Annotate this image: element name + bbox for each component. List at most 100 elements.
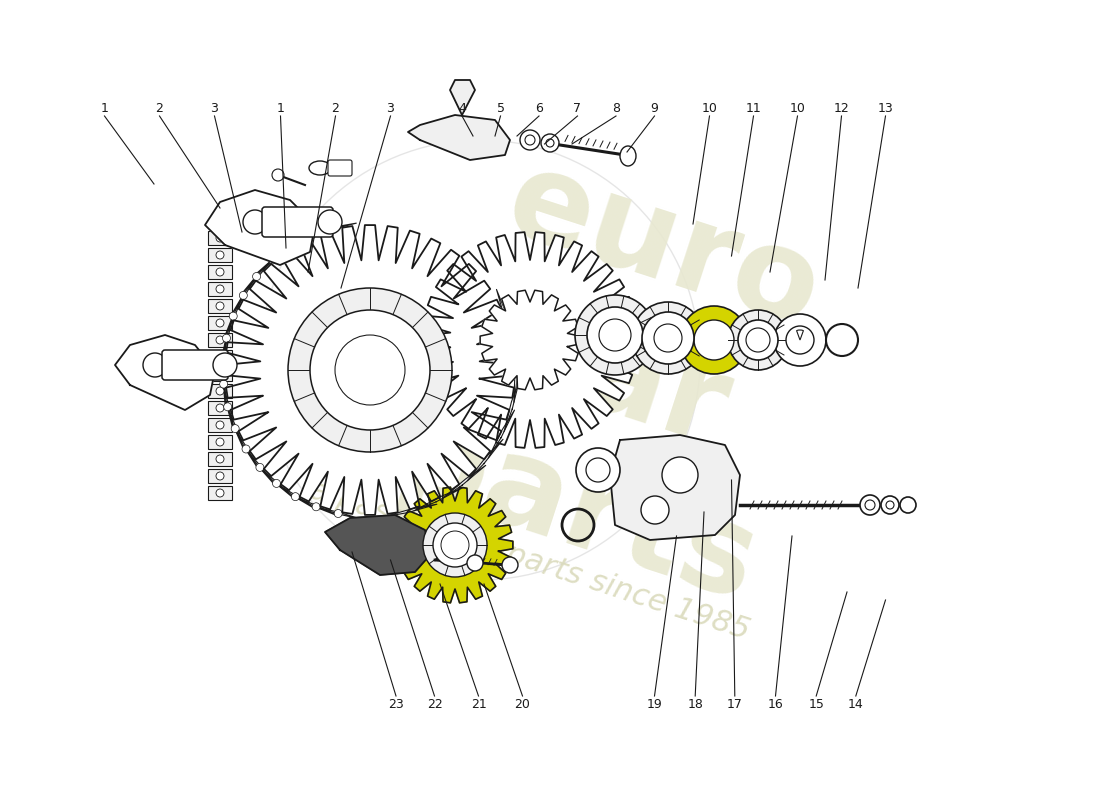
Circle shape (220, 380, 228, 388)
Circle shape (520, 130, 540, 150)
FancyBboxPatch shape (262, 207, 333, 237)
Text: a passion for parts since 1985: a passion for parts since 1985 (306, 475, 754, 645)
Circle shape (216, 251, 224, 259)
Ellipse shape (620, 146, 636, 166)
Circle shape (694, 320, 734, 360)
Polygon shape (514, 348, 518, 402)
Polygon shape (468, 439, 503, 481)
Text: 19: 19 (647, 698, 662, 710)
Circle shape (641, 496, 669, 524)
Circle shape (654, 324, 682, 352)
Text: 12: 12 (834, 102, 849, 114)
Circle shape (881, 496, 899, 514)
Polygon shape (397, 487, 513, 603)
Bar (208, 384, 232, 398)
Circle shape (222, 334, 231, 342)
Text: 21: 21 (471, 698, 486, 710)
Polygon shape (496, 290, 515, 341)
Circle shape (786, 326, 814, 354)
Circle shape (216, 353, 224, 361)
Circle shape (468, 555, 483, 571)
Polygon shape (324, 515, 430, 575)
Text: 20: 20 (515, 698, 530, 710)
Circle shape (253, 273, 261, 281)
Polygon shape (260, 467, 295, 498)
Circle shape (680, 306, 748, 374)
Text: 5: 5 (496, 102, 505, 114)
Wedge shape (796, 330, 803, 340)
Polygon shape (234, 429, 258, 469)
Bar (208, 452, 232, 466)
Text: 6: 6 (535, 102, 543, 114)
Polygon shape (231, 276, 256, 315)
Circle shape (728, 310, 788, 370)
Polygon shape (310, 223, 356, 233)
Polygon shape (221, 338, 227, 385)
Polygon shape (422, 232, 638, 448)
Circle shape (216, 404, 224, 412)
Text: 15: 15 (808, 698, 824, 710)
Circle shape (738, 320, 778, 360)
Circle shape (272, 169, 284, 181)
Polygon shape (205, 190, 315, 265)
Text: 2: 2 (155, 102, 164, 114)
Polygon shape (271, 234, 311, 258)
Text: 23: 23 (388, 698, 404, 710)
Circle shape (642, 312, 694, 364)
Polygon shape (488, 410, 515, 458)
Polygon shape (295, 497, 338, 516)
Circle shape (216, 370, 224, 378)
Circle shape (307, 231, 316, 239)
Circle shape (746, 328, 770, 352)
Circle shape (310, 310, 430, 430)
Bar (208, 486, 232, 500)
Circle shape (632, 302, 704, 374)
Text: 1: 1 (100, 102, 109, 114)
Circle shape (424, 513, 487, 577)
Text: 9: 9 (650, 102, 659, 114)
Text: 2: 2 (331, 102, 340, 114)
FancyBboxPatch shape (328, 160, 352, 176)
Polygon shape (610, 435, 740, 540)
Text: 4: 4 (458, 102, 466, 114)
Text: 7: 7 (573, 102, 582, 114)
Polygon shape (408, 115, 510, 160)
Circle shape (329, 224, 338, 232)
Polygon shape (510, 318, 517, 372)
Text: 3: 3 (210, 102, 219, 114)
Polygon shape (276, 483, 316, 509)
Polygon shape (221, 315, 233, 361)
Circle shape (216, 268, 224, 276)
Circle shape (502, 557, 518, 573)
Bar (208, 367, 232, 381)
Bar (208, 316, 232, 330)
Circle shape (216, 438, 224, 446)
Bar (208, 435, 232, 449)
Circle shape (441, 531, 469, 559)
Polygon shape (223, 384, 233, 430)
Circle shape (886, 501, 894, 509)
Bar (208, 469, 232, 483)
Text: 18: 18 (688, 698, 703, 710)
Circle shape (433, 523, 477, 567)
Circle shape (575, 295, 654, 375)
Circle shape (273, 479, 280, 487)
Text: 14: 14 (848, 698, 864, 710)
Text: 10: 10 (790, 102, 805, 114)
Text: 1: 1 (276, 102, 285, 114)
Circle shape (256, 463, 264, 471)
Circle shape (216, 336, 224, 344)
Circle shape (216, 302, 224, 310)
Circle shape (216, 472, 224, 480)
Polygon shape (245, 449, 275, 486)
Circle shape (240, 291, 248, 299)
Circle shape (576, 448, 620, 492)
Text: 11: 11 (746, 102, 761, 114)
Circle shape (292, 493, 299, 501)
Bar (208, 401, 232, 415)
Circle shape (213, 353, 236, 377)
Polygon shape (384, 504, 437, 517)
Text: 22: 22 (427, 698, 442, 710)
Bar (208, 282, 232, 296)
Bar (208, 231, 232, 245)
